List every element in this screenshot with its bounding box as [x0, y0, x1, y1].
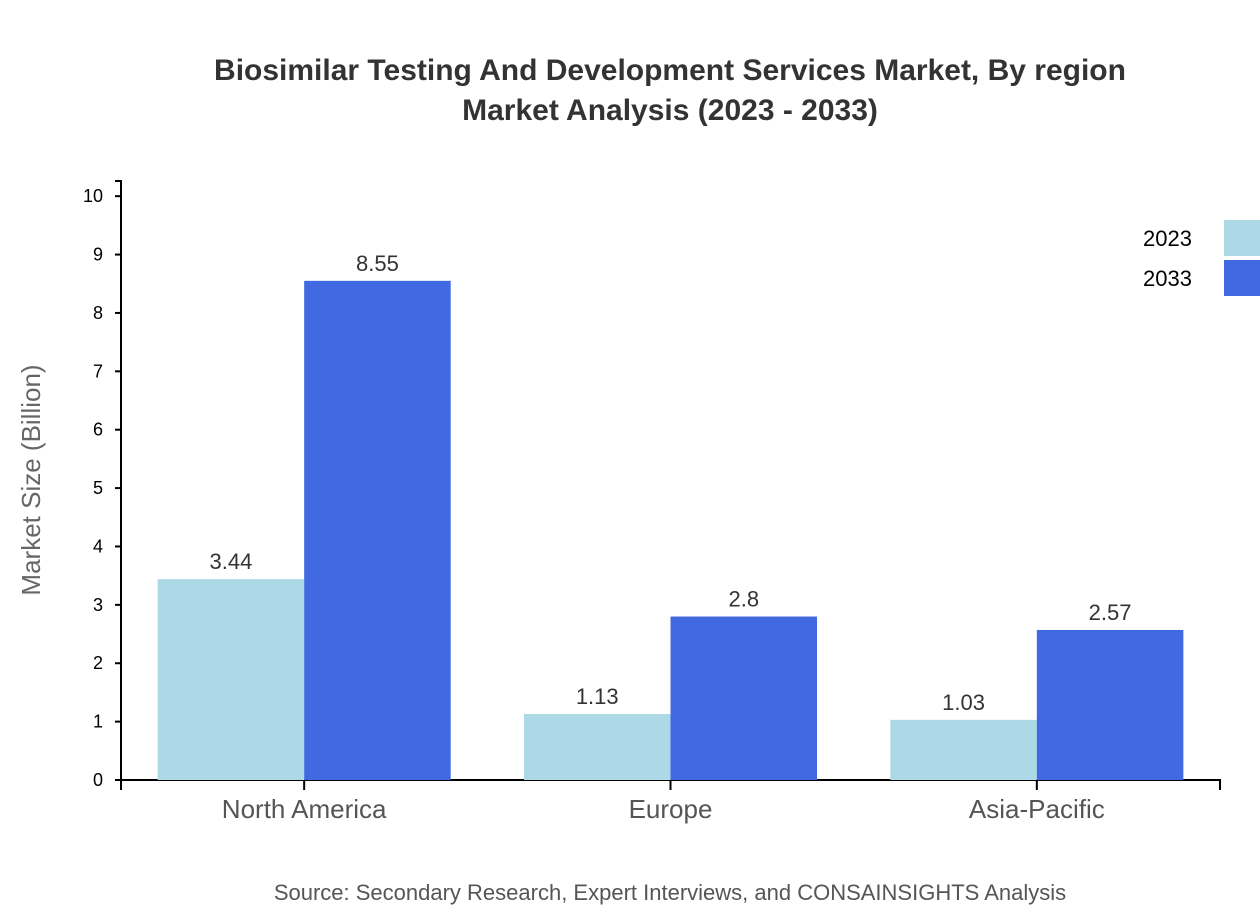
- bar-2023: [523, 714, 671, 780]
- y-tick-label: 6: [93, 420, 103, 440]
- data-label: 8.55: [356, 251, 399, 276]
- bar-2023: [890, 719, 1037, 780]
- data-label: 2.8: [728, 587, 759, 612]
- y-tick-label: 5: [93, 478, 103, 498]
- y-axis: 0 1 2 3 4 5 6 7 8 9 10: [83, 180, 122, 790]
- bar-2033: [304, 280, 451, 780]
- y-axis-label: Market Size (Billion): [16, 364, 46, 595]
- y-tick-label: 10: [83, 186, 103, 206]
- legend-swatch-2023: [1224, 220, 1260, 256]
- bar-2033: [1036, 629, 1184, 780]
- chart-subtitle: Market Analysis (2023 - 2033): [462, 94, 878, 127]
- y-tick-label: 2: [93, 653, 103, 673]
- chart-title: Biosimilar Testing And Development Servi…: [214, 54, 1126, 87]
- data-label: 1.03: [942, 690, 985, 715]
- legend-swatch-2033: [1224, 260, 1260, 296]
- y-tick-label: 0: [93, 770, 103, 790]
- legend-label: 2033: [1143, 266, 1192, 291]
- y-tick-label: 8: [93, 303, 103, 323]
- data-label: 1.13: [576, 684, 619, 709]
- y-tick-label: 9: [93, 245, 103, 265]
- legend: 2023 2033: [1143, 220, 1260, 296]
- x-tick-label: Asia-Pacific: [969, 794, 1105, 824]
- bars: 3.44 8.55 1.13 2.8 1.03 2.57: [157, 251, 1184, 780]
- data-label: 2.57: [1089, 600, 1132, 625]
- bar-2033: [670, 616, 818, 780]
- data-label: 3.44: [209, 549, 252, 574]
- bar-2023: [157, 579, 305, 780]
- legend-label: 2023: [1143, 226, 1192, 251]
- source-note: Source: Secondary Research, Expert Inter…: [274, 880, 1066, 905]
- y-axis-line: [115, 180, 122, 781]
- y-tick-label: 3: [93, 595, 103, 615]
- x-tick-label: North America: [222, 794, 387, 824]
- x-tick-label: Europe: [629, 794, 713, 824]
- y-tick-label: 1: [93, 712, 103, 732]
- y-tick-label: 4: [93, 536, 103, 556]
- y-tick-label: 7: [93, 361, 103, 381]
- x-axis: North America Europe Asia-Pacific: [120, 779, 1221, 824]
